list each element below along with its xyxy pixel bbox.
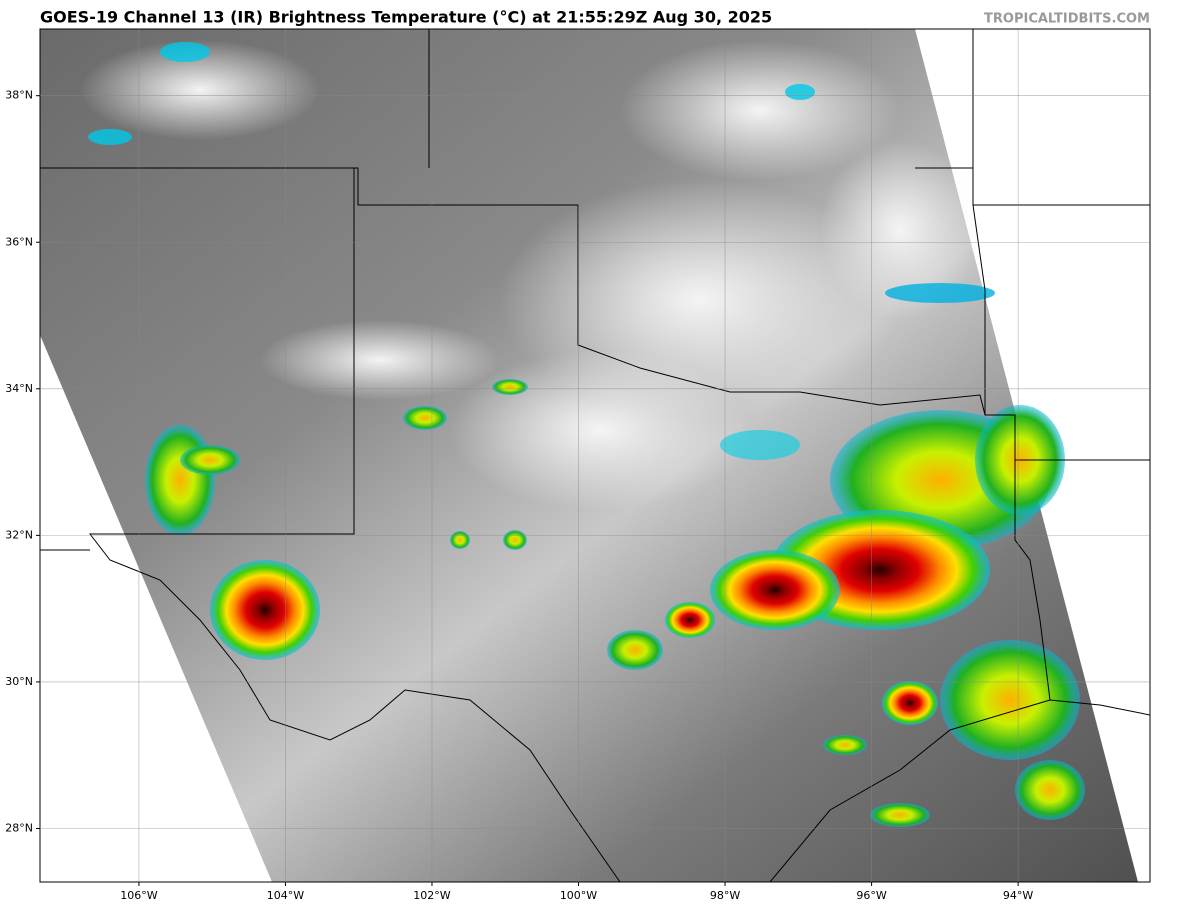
graticule xyxy=(40,29,1150,882)
y-tick-label: 38°N xyxy=(5,89,33,102)
map-frame xyxy=(39,28,1151,883)
x-tick-label: 104°W xyxy=(267,889,304,902)
x-tick-label: 100°W xyxy=(560,889,597,902)
map-title: GOES-19 Channel 13 (IR) Brightness Tempe… xyxy=(40,8,772,27)
x-tick-label: 102°W xyxy=(413,889,450,902)
y-tick-label: 30°N xyxy=(5,675,33,688)
x-tick-label: 94°W xyxy=(1003,889,1033,902)
political-borders xyxy=(40,29,1150,882)
y-tick-label: 32°N xyxy=(5,528,33,541)
y-tick-label: 34°N xyxy=(5,382,33,395)
source-credit: TROPICALTIDBITS.COM xyxy=(984,12,1150,27)
x-tick-label: 96°W xyxy=(856,889,886,902)
x-tick-label: 98°W xyxy=(710,889,740,902)
x-tick-label: 106°W xyxy=(120,889,157,902)
y-tick-label: 36°N xyxy=(5,235,33,248)
satellite-image xyxy=(40,29,1150,882)
y-tick-label: 28°N xyxy=(5,822,33,835)
axis-labels: 106°W 104°W 102°W 100°W 98°W 96°W 94°W 28°N 30°N… xyxy=(5,89,1033,902)
